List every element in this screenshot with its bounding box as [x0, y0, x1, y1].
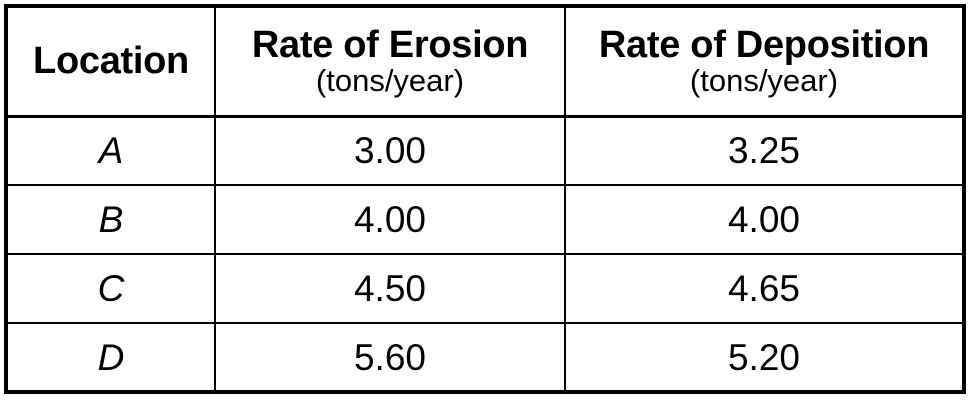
- erosion-cell: 4.00: [214, 184, 566, 255]
- header-deposition-label: Rate of Deposition: [598, 24, 930, 67]
- erosion-deposition-table: Location Rate of Erosion (tons/year) Rat…: [8, 8, 962, 392]
- table-row: C 4.50 4.65: [8, 253, 962, 324]
- location-cell: A: [8, 115, 216, 186]
- erosion-cell: 5.60: [214, 322, 566, 392]
- location-cell: C: [8, 253, 216, 324]
- erosion-cell: 3.00: [214, 115, 566, 186]
- header-location: Location: [8, 8, 216, 118]
- header-deposition-unit: (tons/year): [689, 63, 839, 99]
- header-erosion-label: Rate of Erosion: [251, 24, 529, 67]
- location-cell: D: [8, 322, 216, 392]
- data-table-frame: Location Rate of Erosion (tons/year) Rat…: [4, 4, 966, 394]
- header-row: Location Rate of Erosion (tons/year) Rat…: [8, 8, 962, 118]
- header-location-label: Location: [33, 40, 189, 83]
- location-cell: B: [8, 184, 216, 255]
- table-row: A 3.00 3.25: [8, 115, 962, 186]
- erosion-cell: 4.50: [214, 253, 566, 324]
- header-erosion: Rate of Erosion (tons/year): [214, 8, 566, 118]
- header-erosion-unit: (tons/year): [315, 63, 465, 99]
- table-row: D 5.60 5.20: [8, 322, 962, 392]
- table-row: B 4.00 4.00: [8, 184, 962, 255]
- header-deposition: Rate of Deposition (tons/year): [564, 8, 962, 118]
- deposition-cell: 4.00: [564, 184, 962, 255]
- deposition-cell: 4.65: [564, 253, 962, 324]
- deposition-cell: 3.25: [564, 115, 962, 186]
- deposition-cell: 5.20: [564, 322, 962, 392]
